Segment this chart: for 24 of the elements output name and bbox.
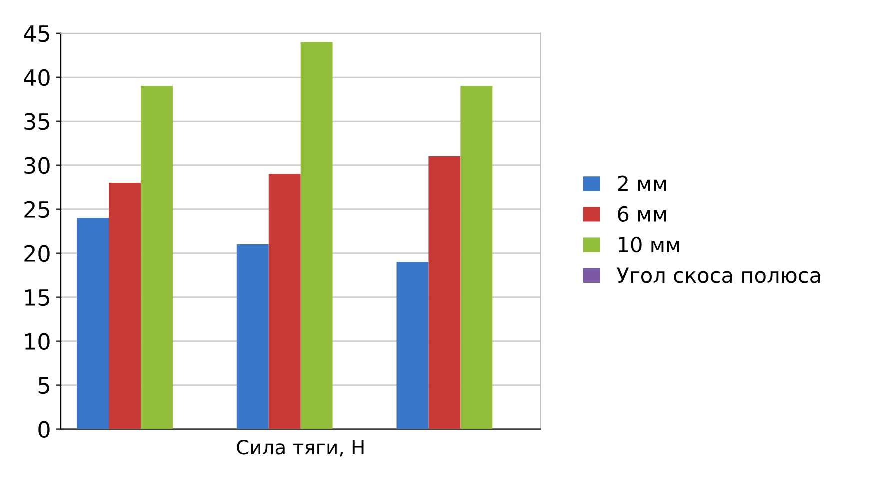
y-tick-label: 10 bbox=[25, 333, 50, 350]
y-tick-label: 30 bbox=[24, 157, 50, 174]
legend-label: 2 мм bbox=[618, 176, 666, 192]
legend-label: 10 мм bbox=[618, 236, 680, 253]
bar bbox=[396, 262, 429, 430]
y-tick-label: 35 bbox=[24, 113, 50, 130]
bar bbox=[460, 86, 493, 430]
bar bbox=[140, 86, 173, 430]
bar bbox=[77, 218, 109, 430]
y-tick-label: 20 bbox=[24, 245, 50, 262]
legend-label: 6 мм bbox=[618, 206, 666, 222]
y-tick-label: 15 bbox=[25, 290, 50, 306]
bar bbox=[300, 42, 333, 430]
bar bbox=[236, 244, 269, 430]
bar bbox=[268, 174, 301, 430]
y-tick-label: 45 bbox=[24, 26, 50, 42]
bar bbox=[428, 156, 461, 430]
y-tick-label: 5 bbox=[38, 378, 50, 394]
legend-label: Угол скоса полюса bbox=[617, 268, 820, 284]
y-tick-label: 40 bbox=[24, 69, 50, 86]
y-tick-label: 0 bbox=[38, 421, 50, 438]
bar bbox=[109, 182, 141, 430]
y-tick-label: 25 bbox=[24, 201, 50, 218]
x-axis-title: Сила тяги, Н bbox=[237, 440, 364, 457]
